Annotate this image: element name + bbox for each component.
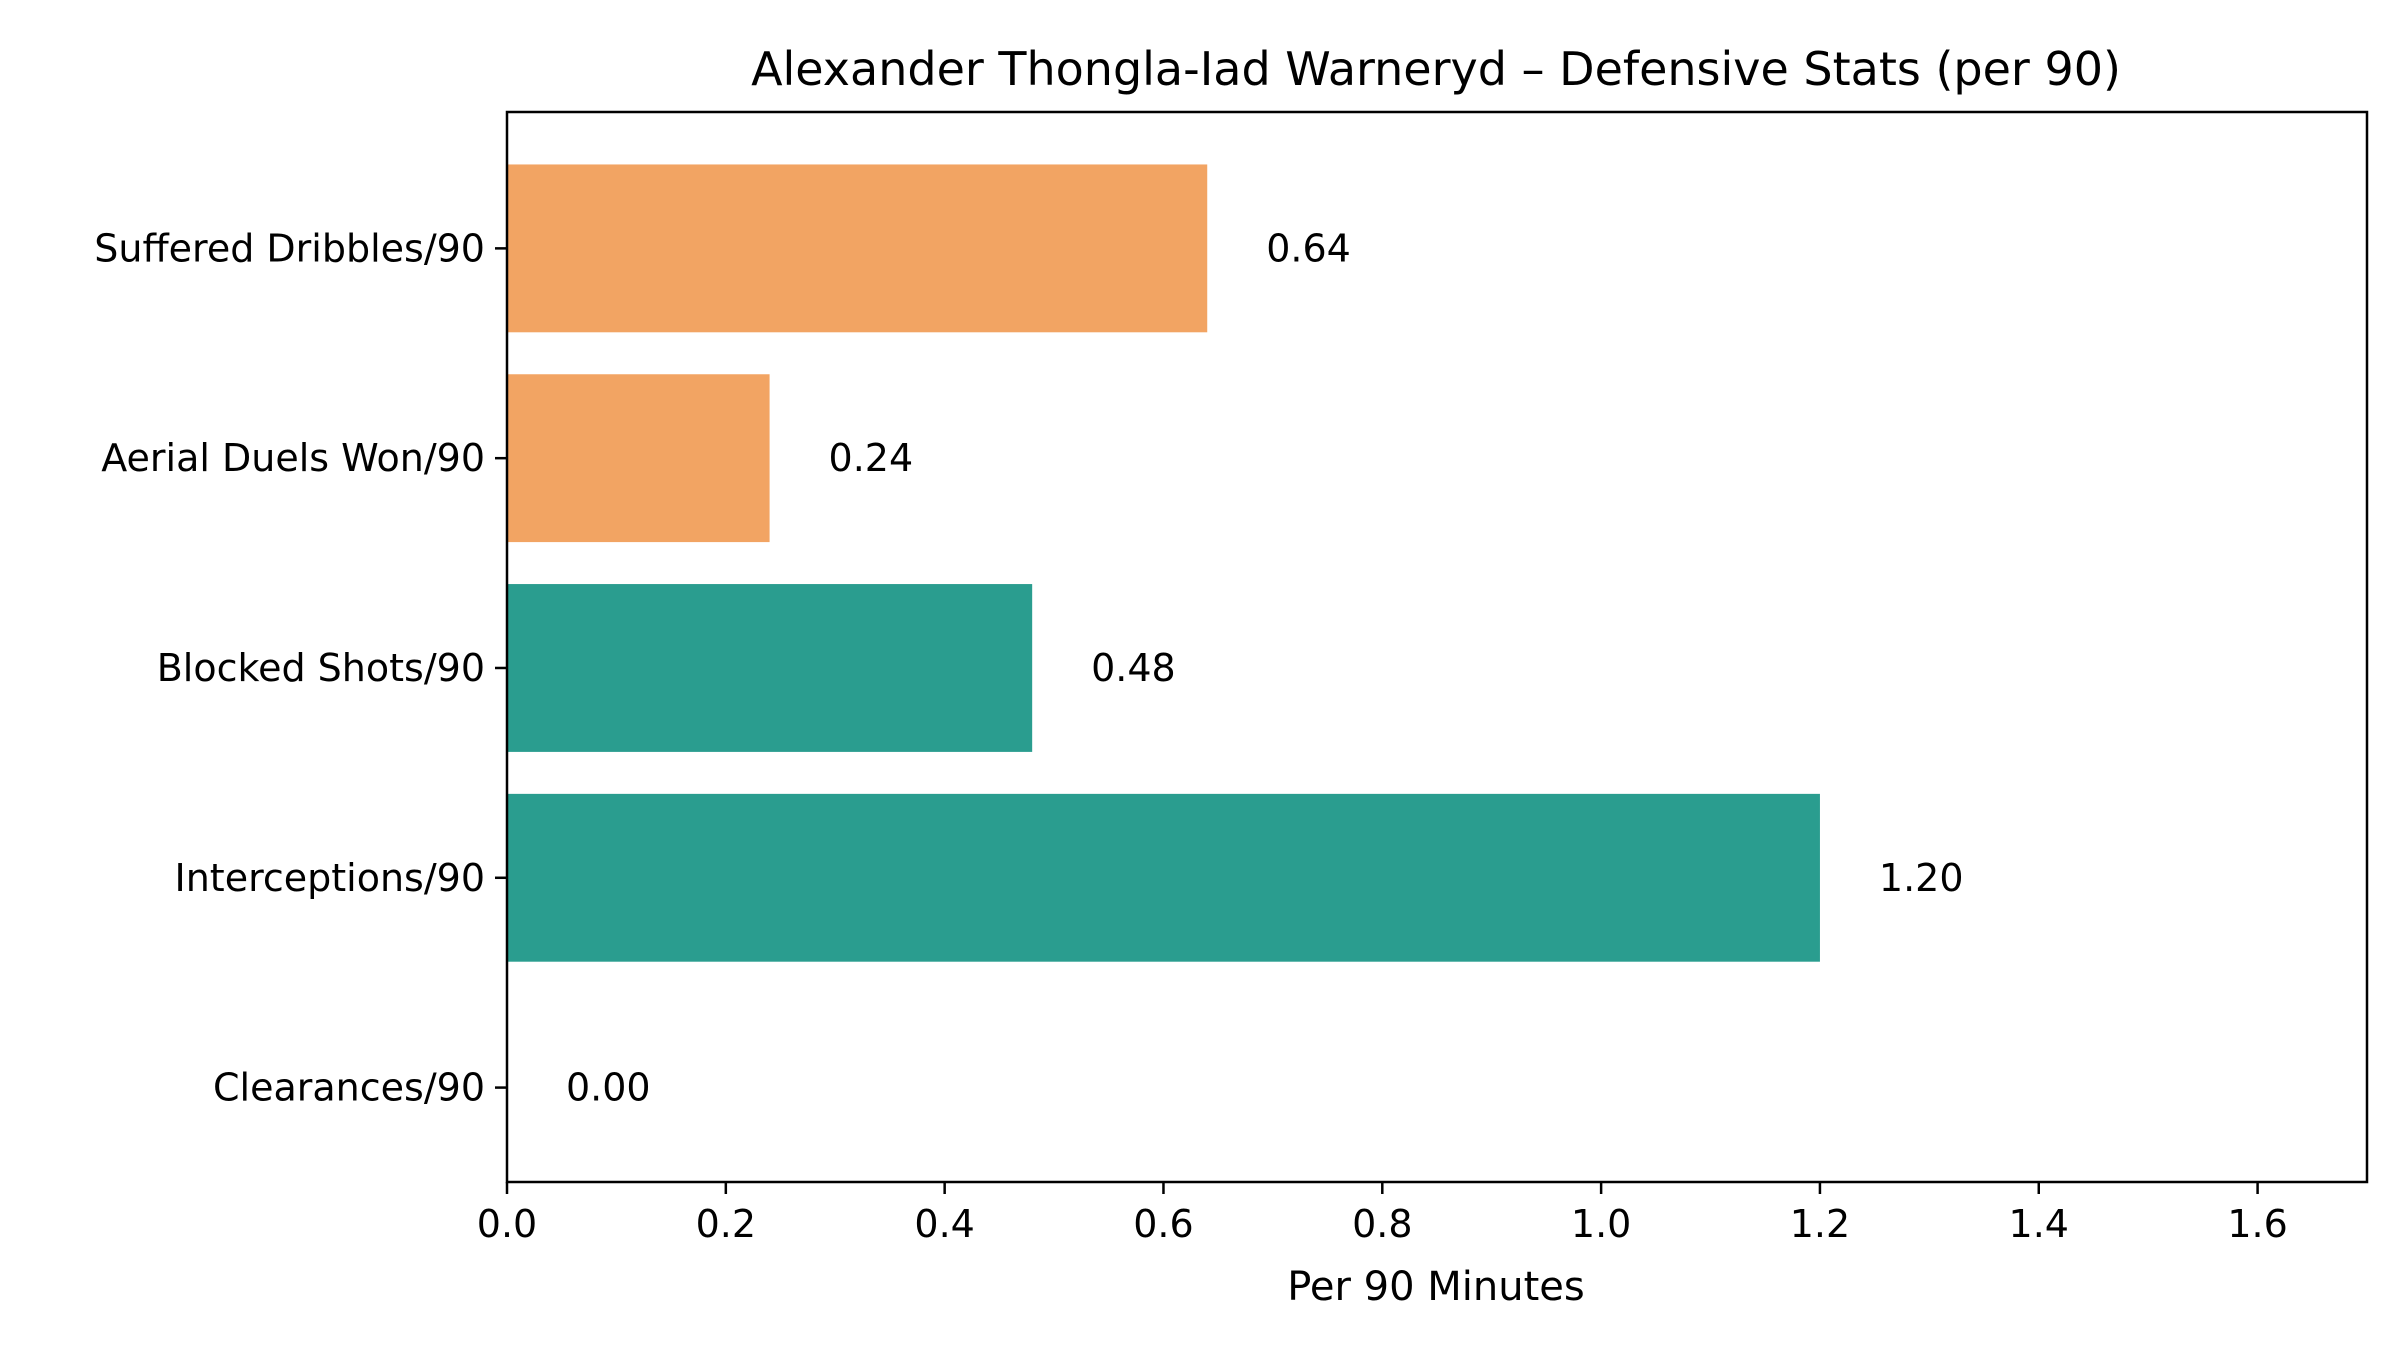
data-label: 0.48 bbox=[1091, 646, 1176, 690]
data-label: 0.24 bbox=[829, 436, 914, 480]
chart-title: Alexander Thongla-Iad Warneryd – Defensi… bbox=[751, 42, 2121, 96]
x-tick-label: 0.4 bbox=[914, 1202, 974, 1246]
y-axis: Suffered Dribbles/90 Aerial Duels Won/90 B… bbox=[94, 226, 507, 1110]
x-tick-label: 0.8 bbox=[1352, 1202, 1412, 1246]
y-tick-label: Suffered Dribbles/90 bbox=[94, 226, 485, 270]
y-tick-label: Aerial Duels Won/90 bbox=[101, 436, 485, 480]
x-axis: 0.0 0.2 0.4 0.6 0.8 1.0 1.2 1.4 1.6 bbox=[477, 1182, 2288, 1246]
plot-frame bbox=[505, 110, 2369, 1184]
y-tick-label: Interceptions/90 bbox=[175, 856, 486, 900]
x-tick-label: 0.0 bbox=[477, 1202, 537, 1246]
bar bbox=[507, 793, 1820, 962]
x-tick-label: 1.6 bbox=[2227, 1202, 2287, 1246]
data-label: 0.00 bbox=[566, 1066, 651, 1110]
bars-layer bbox=[507, 164, 1820, 962]
x-axis-title: Per 90 Minutes bbox=[1287, 1264, 1585, 1310]
data-label: 1.20 bbox=[1879, 856, 1964, 900]
x-tick-label: 1.4 bbox=[2009, 1202, 2069, 1246]
bar bbox=[507, 374, 770, 543]
x-tick-label: 1.0 bbox=[1571, 1202, 1631, 1246]
x-tick-label: 0.2 bbox=[696, 1202, 756, 1246]
y-tick-label: Blocked Shots/90 bbox=[157, 646, 485, 690]
bar bbox=[507, 164, 1208, 333]
x-tick-label: 1.2 bbox=[1790, 1202, 1850, 1246]
y-tick-label: Clearances/90 bbox=[213, 1066, 485, 1110]
data-labels-layer: 0.64 0.24 0.48 1.20 0.00 bbox=[566, 226, 1964, 1109]
data-label: 0.64 bbox=[1266, 226, 1351, 270]
bar bbox=[507, 584, 1033, 752]
x-tick-label: 0.6 bbox=[1133, 1202, 1193, 1246]
